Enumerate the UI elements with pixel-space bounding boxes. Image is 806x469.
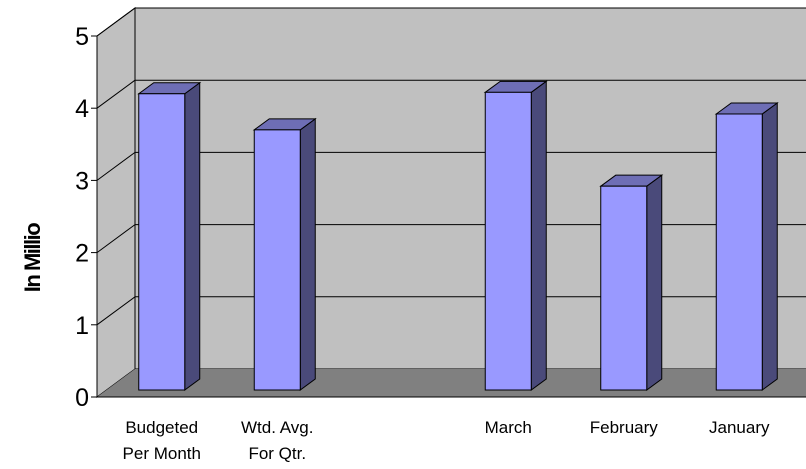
- bar: [138, 93, 186, 391]
- x-tick-label: January: [709, 418, 770, 437]
- bar-side: [646, 174, 663, 391]
- bar-side: [184, 81, 201, 391]
- x-tick-label: February: [590, 418, 659, 437]
- bar: [600, 185, 648, 391]
- bar: [484, 91, 532, 391]
- x-tick-label: For Qtr.: [248, 444, 306, 463]
- x-tick-label: Wtd. Avg.: [241, 418, 313, 437]
- x-axis: Budgeted Per Month Wtd. Avg. For Qtr. March F…: [123, 418, 770, 463]
- bar: [253, 129, 301, 391]
- side-wall: [96, 7, 136, 398]
- x-tick-label: Per Month: [123, 444, 201, 463]
- back-wall: [134, 7, 806, 370]
- bar: [715, 113, 763, 391]
- x-tick-label: March: [485, 418, 532, 437]
- gridline-side: [96, 224, 136, 254]
- y-axis-label: In Millio: [20, 223, 45, 292]
- y-tick-label: 1: [75, 312, 89, 340]
- gridline-side: [96, 296, 136, 326]
- y-tick-label: 4: [75, 95, 89, 123]
- gridline-side: [96, 151, 136, 181]
- floor: [97, 369, 806, 397]
- y-tick-label: 3: [75, 167, 89, 195]
- x-tick-label: Budgeted: [125, 418, 198, 437]
- bars: [137, 80, 779, 391]
- bar-side: [530, 80, 547, 391]
- bar-side: [761, 101, 778, 391]
- y-tick-label: 2: [75, 240, 89, 268]
- gridline-side: [96, 7, 136, 37]
- gridlines: [96, 7, 806, 326]
- gridline-side: [96, 79, 136, 109]
- bar-side: [299, 117, 316, 391]
- y-tick-label: 5: [75, 23, 89, 51]
- y-tick-label: 0: [75, 384, 89, 412]
- y-axis: 0 1 2 3 4 5: [75, 23, 98, 412]
- chart-walls: [96, 7, 806, 398]
